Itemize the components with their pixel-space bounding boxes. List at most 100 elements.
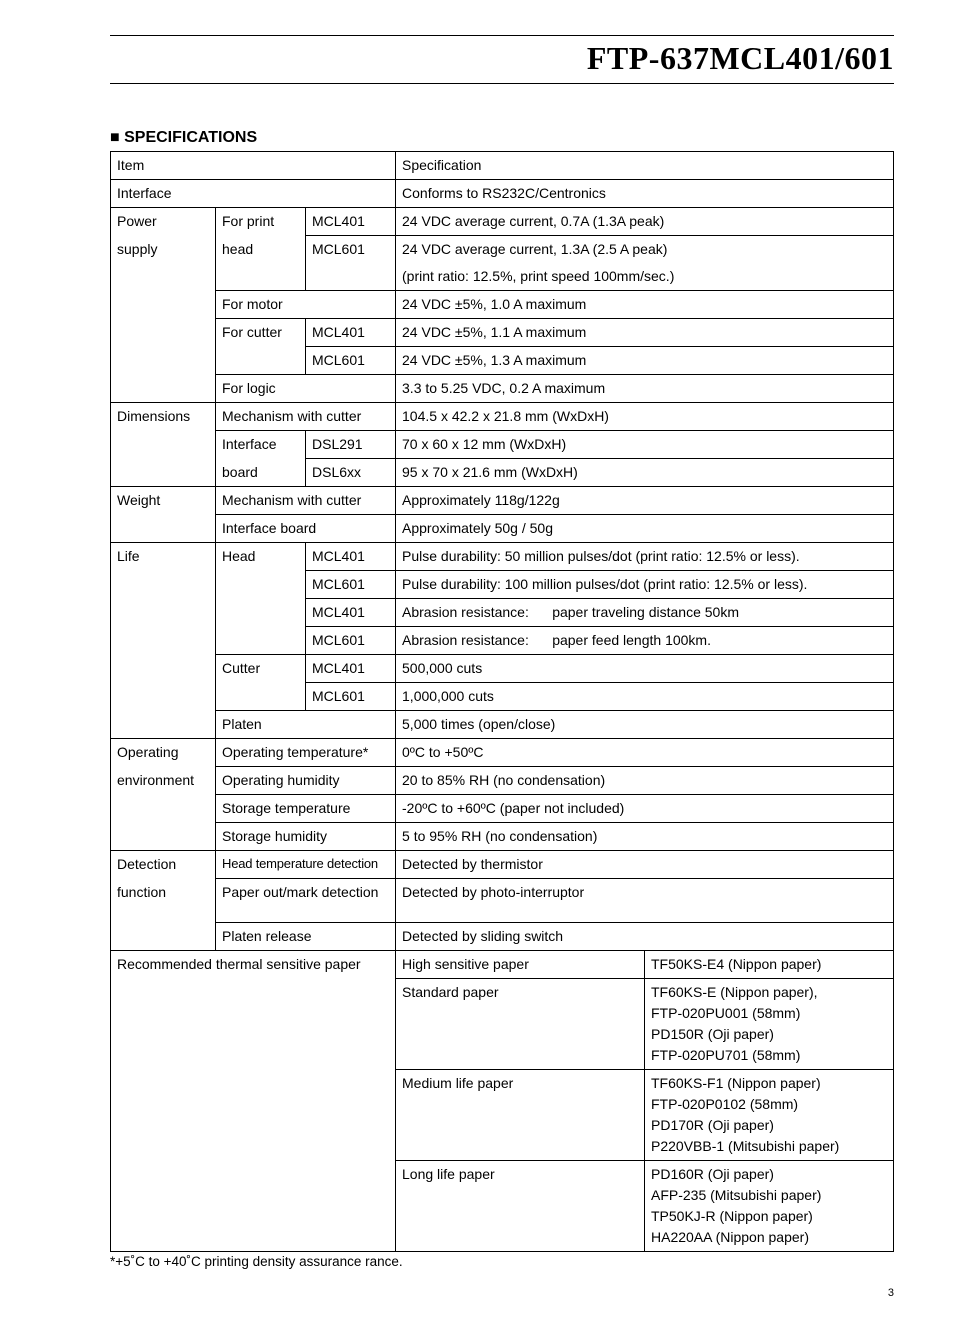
table-row: Cutter MCL401 500,000 cuts	[111, 655, 894, 683]
page-number: 3	[110, 1287, 894, 1299]
table-row: MCL401 Abrasion resistance: paper travel…	[111, 599, 894, 627]
table-row: Platen 5,000 times (open/close)	[111, 711, 894, 739]
cell: 0ºC to +50ºC	[396, 739, 894, 767]
cell: Abrasion resistance: paper traveling dis…	[396, 599, 894, 627]
cell: 70 x 60 x 12 mm (WxDxH)	[396, 431, 894, 459]
cell: Head temperature detection	[216, 851, 396, 879]
cell: 20 to 85% RH (no condensation)	[396, 767, 894, 795]
cell	[111, 347, 216, 375]
table-row: Storage temperature -20ºC to +60ºC (pape…	[111, 795, 894, 823]
cell: TF60KS-E (Nippon paper), FTP-020PU001 (5…	[645, 979, 894, 1070]
document-title: FTP-637MCL401/601	[110, 38, 894, 83]
cell: MCL401	[306, 319, 396, 347]
table-row: environment Operating humidity 20 to 85%…	[111, 767, 894, 795]
cell: Approximately 118g/122g	[396, 487, 894, 515]
cell: PD160R (Oji paper) AFP-235 (Mitsubishi p…	[645, 1161, 894, 1252]
cell	[111, 431, 216, 459]
cell: Paper out/mark detection	[216, 879, 396, 923]
cell: -20ºC to +60ºC (paper not included)	[396, 795, 894, 823]
env-label: Operating	[111, 739, 216, 767]
cell	[111, 515, 216, 543]
cell: Long life paper	[396, 1161, 645, 1252]
cell	[111, 291, 216, 319]
cell	[111, 263, 216, 291]
table-row: Interface Conforms to RS232C/Centronics	[111, 180, 894, 208]
life-label: Life	[111, 543, 216, 571]
weight-label: Weight	[111, 487, 216, 515]
table-row: (print ratio: 12.5%, print speed 100mm/s…	[111, 263, 894, 291]
cell	[216, 263, 306, 291]
cell: MCL401	[306, 208, 396, 236]
cell: Detected by thermistor	[396, 851, 894, 879]
table-row: MCL601 Abrasion resistance: paper feed l…	[111, 627, 894, 655]
cell: Pulse durability: 100 million pulses/dot…	[396, 571, 894, 599]
cell: TF50KS-E4 (Nippon paper)	[645, 951, 894, 979]
interface-label: Interface	[111, 180, 396, 208]
cell: Mechanism with cutter	[216, 403, 396, 431]
paper-label: Recommended thermal sensitive paper	[111, 951, 396, 979]
cell: 104.5 x 42.2 x 21.8 mm (WxDxH)	[396, 403, 894, 431]
table-row: For cutter MCL401 24 VDC ±5%, 1.1 A maxi…	[111, 319, 894, 347]
cell: Detected by photo-interruptor	[396, 879, 894, 923]
cell: 24 VDC average current, 1.3A (2.5 A peak…	[396, 236, 894, 264]
motor-label: For motor	[216, 291, 396, 319]
dimensions-label: Dimensions	[111, 403, 216, 431]
cell: Interface board	[216, 515, 396, 543]
header-spec: Specification	[396, 152, 894, 180]
cell: High sensitive paper	[396, 951, 645, 979]
cell: (print ratio: 12.5%, print speed 100mm/s…	[396, 263, 894, 291]
cell: Storage humidity	[216, 823, 396, 851]
if-board-label: Interface	[216, 431, 306, 459]
cell	[111, 375, 216, 403]
cell: Abrasion resistance: paper feed length 1…	[396, 627, 894, 655]
cell: MCL401	[306, 543, 396, 571]
table-row: Interface DSL291 70 x 60 x 12 mm (WxDxH)	[111, 431, 894, 459]
cell: 3.3 to 5.25 VDC, 0.2 A maximum	[396, 375, 894, 403]
print-head-label: head	[216, 236, 306, 264]
cutter-label: Cutter	[216, 655, 306, 683]
cell: 5 to 95% RH (no condensation)	[396, 823, 894, 851]
cell: MCL601	[306, 683, 396, 711]
cell: MCL601	[306, 236, 396, 264]
table-row: Recommended thermal sensitive paper High…	[111, 951, 894, 979]
cell: 1,000,000 cuts	[396, 683, 894, 711]
cell: Medium life paper	[396, 1070, 645, 1161]
detection-label: Detection	[111, 851, 216, 879]
table-row: Medium life paper TF60KS-F1 (Nippon pape…	[111, 1070, 894, 1161]
cell: 24 VDC ±5%, 1.3 A maximum	[396, 347, 894, 375]
platen-label: Platen	[216, 711, 396, 739]
section-title: SPECIFICATIONS	[110, 129, 894, 147]
table-row: Storage humidity 5 to 95% RH (no condens…	[111, 823, 894, 851]
cell: MCL601	[306, 347, 396, 375]
table-row: board DSL6xx 95 x 70 x 21.6 mm (WxDxH)	[111, 459, 894, 487]
table-row: MCL601 24 VDC ±5%, 1.3 A maximum	[111, 347, 894, 375]
env-label: environment	[111, 767, 216, 795]
cell: Mechanism with cutter	[216, 487, 396, 515]
logic-label: For logic	[216, 375, 396, 403]
cell: 24 VDC average current, 0.7A (1.3A peak)	[396, 208, 894, 236]
cell: Pulse durability: 50 million pulses/dot …	[396, 543, 894, 571]
cell: 24 VDC ±5%, 1.0 A maximum	[396, 291, 894, 319]
cell: Operating temperature*	[216, 739, 396, 767]
cell: MCL601	[306, 571, 396, 599]
table-row: Operating Operating temperature* 0ºC to …	[111, 739, 894, 767]
footnote: *+5˚C to +40˚C printing density assuranc…	[110, 1254, 894, 1269]
if-board-label: board	[216, 459, 306, 487]
table-row: MCL601 Pulse durability: 100 million pul…	[111, 571, 894, 599]
table-row: Life Head MCL401 Pulse durability: 50 mi…	[111, 543, 894, 571]
head-label: Head	[216, 543, 306, 571]
cell: MCL601	[306, 627, 396, 655]
table-row: For motor 24 VDC ±5%, 1.0 A maximum	[111, 291, 894, 319]
cell: DSL6xx	[306, 459, 396, 487]
cell: 5,000 times (open/close)	[396, 711, 894, 739]
header-item: Item	[111, 152, 396, 180]
cell: DSL291	[306, 431, 396, 459]
table-row: Standard paper TF60KS-E (Nippon paper), …	[111, 979, 894, 1070]
table-row: supply head MCL601 24 VDC average curren…	[111, 236, 894, 264]
cell: Platen release	[216, 923, 396, 951]
table-row: function Paper out/mark detection Detect…	[111, 879, 894, 923]
print-head-label: For print	[216, 208, 306, 236]
cell: MCL401	[306, 655, 396, 683]
table-row: Platen release Detected by sliding switc…	[111, 923, 894, 951]
cell: 24 VDC ±5%, 1.1 A maximum	[396, 319, 894, 347]
